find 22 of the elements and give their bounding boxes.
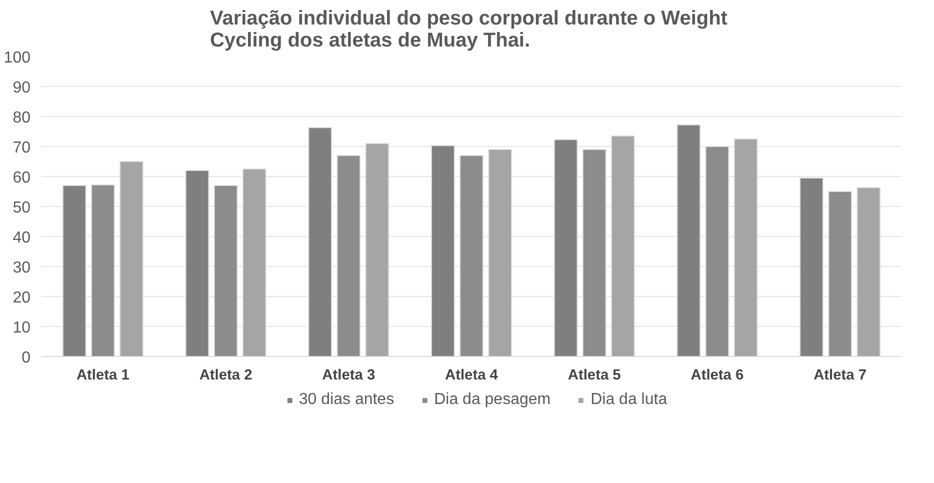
- x-tick-label: Atleta 7: [814, 368, 867, 384]
- y-tick-label: 0: [22, 350, 31, 366]
- y-tick-label: 70: [12, 140, 31, 156]
- y-tick-label: 100: [4, 50, 31, 66]
- legend-label: Dia da pesagem: [434, 391, 551, 409]
- y-tick-label: 60: [12, 170, 31, 186]
- y-tick-label: 90: [12, 80, 31, 96]
- y-tick-label: 80: [12, 110, 31, 126]
- legend-label: Dia da luta: [590, 391, 668, 409]
- x-tick-label: Atleta 6: [690, 368, 744, 384]
- y-tick-label: 50: [12, 200, 31, 216]
- x-tick-label: Atleta 4: [445, 368, 499, 384]
- chart-title: Variação individual do peso corporal durante o Weight Cycling dos atletas de Muay Thai.: [210, 8, 728, 52]
- x-tick-label: Atleta 1: [76, 368, 130, 384]
- legend-label: 30 dias antes: [298, 391, 394, 409]
- y-tick-label: 30: [12, 260, 31, 276]
- x-tick-label: Atleta 5: [568, 368, 621, 384]
- x-tick-label: Atleta 2: [199, 368, 252, 384]
- y-tick-label: 40: [12, 230, 31, 246]
- x-tick-label: Atleta 3: [322, 368, 376, 384]
- y-tick-label: 10: [12, 320, 31, 336]
- y-tick-label: 20: [12, 290, 31, 306]
